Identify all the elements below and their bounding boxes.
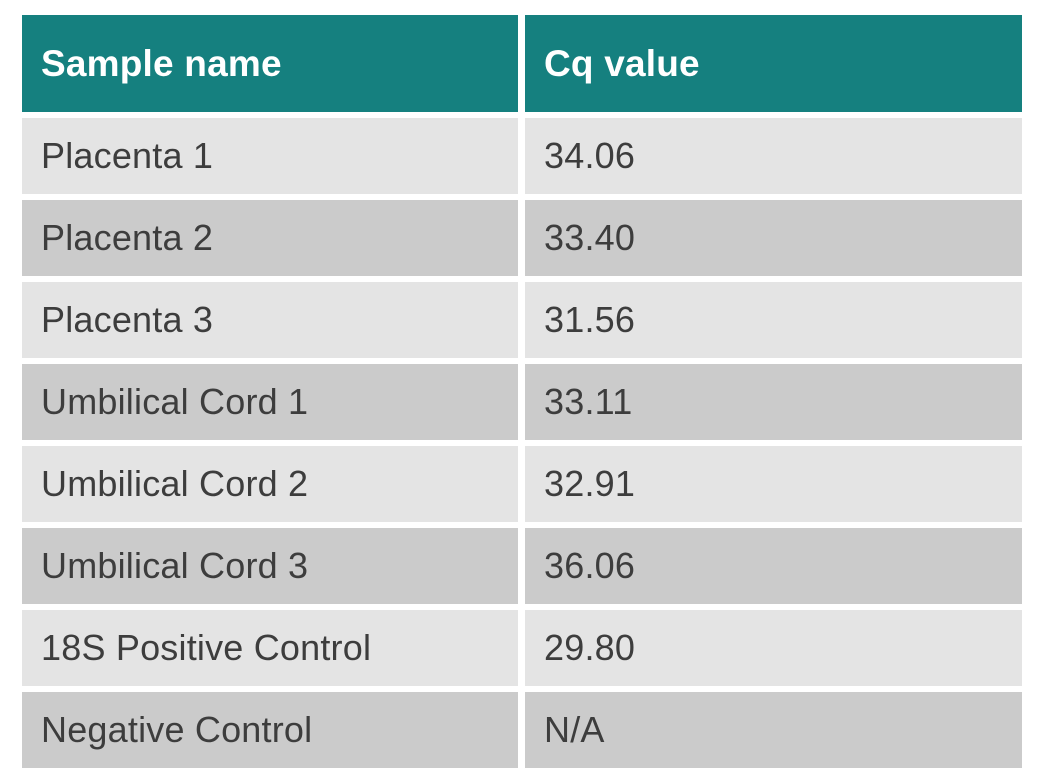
cq-value-cell: 33.11	[525, 364, 1022, 440]
cq-value-cell: 29.80	[525, 610, 1022, 686]
column-header-cq-value: Cq value	[525, 15, 1022, 112]
column-header-sample-name: Sample name	[22, 15, 518, 112]
sample-name-cell: 18S Positive Control	[22, 610, 518, 686]
sample-name-cell: Umbilical Cord 1	[22, 364, 518, 440]
sample-name-cell: Placenta 2	[22, 200, 518, 276]
cq-value-cell: 33.40	[525, 200, 1022, 276]
sample-name-cell: Negative Control	[22, 692, 518, 768]
sample-name-cell: Umbilical Cord 3	[22, 528, 518, 604]
cq-value-cell: 34.06	[525, 118, 1022, 194]
sample-name-cell: Placenta 3	[22, 282, 518, 358]
sample-name-cell: Umbilical Cord 2	[22, 446, 518, 522]
cq-value-cell: N/A	[525, 692, 1022, 768]
qpcr-results-table: Sample name Cq value Placenta 1 34.06 Pl…	[22, 15, 1022, 768]
cq-value-cell: 36.06	[525, 528, 1022, 604]
cq-value-cell: 32.91	[525, 446, 1022, 522]
cq-value-cell: 31.56	[525, 282, 1022, 358]
sample-name-cell: Placenta 1	[22, 118, 518, 194]
